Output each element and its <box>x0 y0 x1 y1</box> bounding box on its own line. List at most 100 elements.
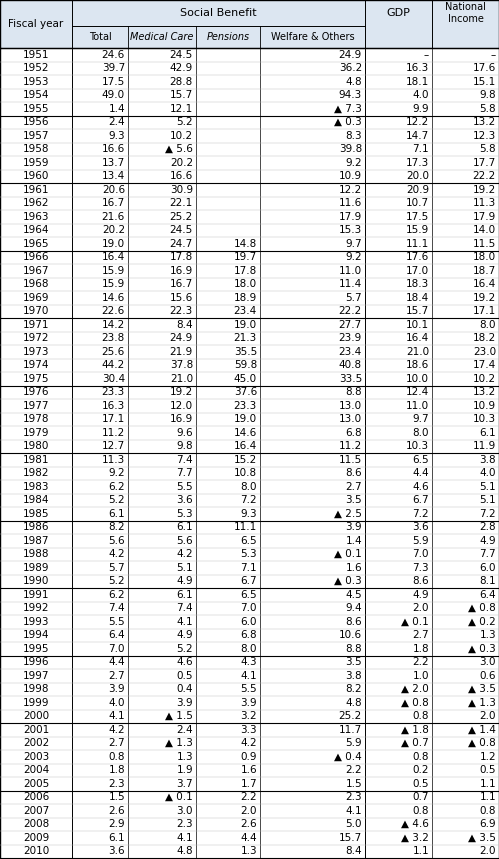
Text: 2.0: 2.0 <box>480 846 496 856</box>
Text: 0.4: 0.4 <box>177 685 193 694</box>
Text: 5.8: 5.8 <box>480 104 496 113</box>
Text: 0.8: 0.8 <box>413 806 429 816</box>
Text: 6.1: 6.1 <box>176 522 193 533</box>
Text: 0.5: 0.5 <box>480 765 496 776</box>
Text: 24.7: 24.7 <box>170 239 193 249</box>
Text: 17.4: 17.4 <box>473 360 496 370</box>
Text: ▲ 0.3: ▲ 0.3 <box>334 576 362 586</box>
Text: 18.1: 18.1 <box>406 76 429 87</box>
Text: 1956: 1956 <box>23 117 49 127</box>
Text: 11.1: 11.1 <box>406 239 429 249</box>
Text: 2010: 2010 <box>23 846 49 856</box>
Text: 2000: 2000 <box>23 711 49 722</box>
Text: 2006: 2006 <box>23 792 49 802</box>
Text: 15.7: 15.7 <box>170 90 193 101</box>
Text: 9.3: 9.3 <box>108 131 125 141</box>
Text: 19.2: 19.2 <box>170 387 193 397</box>
Text: 5.6: 5.6 <box>176 536 193 545</box>
Text: 17.7: 17.7 <box>473 158 496 168</box>
Text: 12.4: 12.4 <box>406 387 429 397</box>
Text: 14.6: 14.6 <box>234 428 257 438</box>
Text: 4.1: 4.1 <box>345 806 362 816</box>
Text: 23.3: 23.3 <box>102 387 125 397</box>
Text: 45.0: 45.0 <box>234 374 257 384</box>
Text: 27.7: 27.7 <box>339 320 362 330</box>
Text: 15.2: 15.2 <box>234 454 257 465</box>
Text: 1967: 1967 <box>23 265 49 276</box>
Text: 1.5: 1.5 <box>345 779 362 789</box>
Text: 4.1: 4.1 <box>176 832 193 843</box>
Text: 11.9: 11.9 <box>473 442 496 451</box>
Text: 15.9: 15.9 <box>102 279 125 289</box>
Text: 24.9: 24.9 <box>170 333 193 344</box>
Text: 16.4: 16.4 <box>102 253 125 262</box>
Text: 7.1: 7.1 <box>412 144 429 155</box>
Text: 1995: 1995 <box>23 643 49 654</box>
Text: National
Income: National Income <box>445 2 486 24</box>
Text: ▲ 0.4: ▲ 0.4 <box>334 752 362 762</box>
Text: 12.7: 12.7 <box>102 442 125 451</box>
Text: 2.0: 2.0 <box>480 711 496 722</box>
Text: 7.0: 7.0 <box>413 549 429 559</box>
Text: 2.4: 2.4 <box>176 725 193 734</box>
Text: 1961: 1961 <box>23 185 49 195</box>
Text: 4.0: 4.0 <box>108 698 125 708</box>
Text: 4.8: 4.8 <box>345 698 362 708</box>
Text: 19.0: 19.0 <box>234 414 257 424</box>
Text: ▲ 0.7: ▲ 0.7 <box>401 738 429 748</box>
Text: 8.0: 8.0 <box>480 320 496 330</box>
Text: 17.9: 17.9 <box>339 212 362 222</box>
Text: 0.2: 0.2 <box>413 765 429 776</box>
Text: 13.7: 13.7 <box>102 158 125 168</box>
Text: 10.9: 10.9 <box>339 171 362 181</box>
Text: 16.4: 16.4 <box>473 279 496 289</box>
Text: 15.6: 15.6 <box>170 293 193 302</box>
Text: 9.7: 9.7 <box>345 239 362 249</box>
Text: 7.1: 7.1 <box>241 563 257 573</box>
Text: 18.7: 18.7 <box>473 265 496 276</box>
Text: 15.7: 15.7 <box>339 832 362 843</box>
Text: 7.0: 7.0 <box>241 603 257 613</box>
Text: 5.2: 5.2 <box>176 117 193 127</box>
Text: 1957: 1957 <box>23 131 49 141</box>
Text: 2.2: 2.2 <box>412 657 429 667</box>
Text: 6.7: 6.7 <box>241 576 257 586</box>
Text: 17.5: 17.5 <box>406 212 429 222</box>
Text: 9.4: 9.4 <box>345 603 362 613</box>
Text: Pensions: Pensions <box>207 32 250 42</box>
Text: 18.0: 18.0 <box>234 279 257 289</box>
Text: 22.2: 22.2 <box>473 171 496 181</box>
Bar <box>0 0 499 48</box>
Text: 10.8: 10.8 <box>234 468 257 478</box>
Text: 4.9: 4.9 <box>176 576 193 586</box>
Text: ▲ 3.2: ▲ 3.2 <box>401 832 429 843</box>
Text: 6.7: 6.7 <box>412 496 429 505</box>
Text: 3.0: 3.0 <box>177 806 193 816</box>
Text: 1.8: 1.8 <box>108 765 125 776</box>
Text: 4.1: 4.1 <box>108 711 125 722</box>
Text: 15.3: 15.3 <box>339 225 362 235</box>
Text: 0.5: 0.5 <box>177 671 193 680</box>
Text: 28.8: 28.8 <box>170 76 193 87</box>
Text: 1971: 1971 <box>23 320 49 330</box>
Text: 1959: 1959 <box>23 158 49 168</box>
Text: 2.2: 2.2 <box>241 792 257 802</box>
Text: 1.6: 1.6 <box>241 765 257 776</box>
Text: 7.2: 7.2 <box>480 509 496 519</box>
Text: 1964: 1964 <box>23 225 49 235</box>
Text: 8.0: 8.0 <box>413 428 429 438</box>
Text: 15.1: 15.1 <box>473 76 496 87</box>
Text: 5.2: 5.2 <box>108 576 125 586</box>
Text: 3.0: 3.0 <box>480 657 496 667</box>
Text: 2002: 2002 <box>23 738 49 748</box>
Text: 23.8: 23.8 <box>102 333 125 344</box>
Text: 6.8: 6.8 <box>241 631 257 640</box>
Text: 1981: 1981 <box>23 454 49 465</box>
Text: 23.9: 23.9 <box>339 333 362 344</box>
Text: 8.3: 8.3 <box>345 131 362 141</box>
Text: 11.3: 11.3 <box>102 454 125 465</box>
Text: 1958: 1958 <box>23 144 49 155</box>
Text: 13.4: 13.4 <box>102 171 125 181</box>
Text: 4.9: 4.9 <box>176 631 193 640</box>
Text: 2.3: 2.3 <box>345 792 362 802</box>
